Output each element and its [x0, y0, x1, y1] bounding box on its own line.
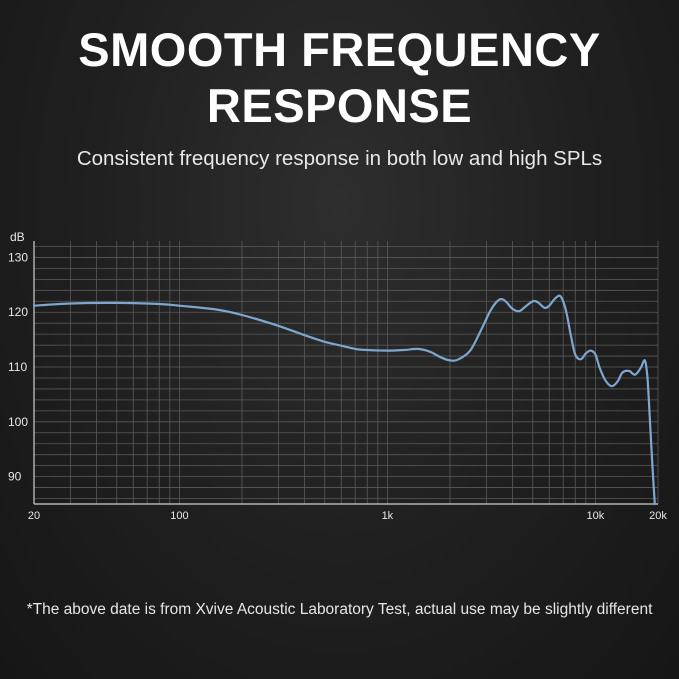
x-tick-label: 1k	[382, 510, 394, 522]
title-line-1: SMOOTH FREQUENCY	[78, 23, 601, 76]
chart-grid	[33, 241, 659, 504]
y-axis-label: dB	[10, 230, 25, 244]
y-tick-label: 90	[8, 470, 22, 484]
footnote: *The above date is from Xvive Acoustic L…	[26, 601, 653, 618]
y-tick-label: 110	[8, 360, 27, 374]
chart-axes	[33, 241, 658, 505]
y-tick-label: 100	[8, 415, 28, 429]
frequency-response-curve	[32, 294, 656, 506]
x-tick-label: 20	[28, 510, 40, 522]
title-line-2: RESPONSE	[206, 79, 473, 132]
x-tick-label: 100	[170, 510, 188, 522]
frequency-response-chart: 20 100 1k 10k 20k 90 100 110 120 130 dB	[8, 230, 667, 522]
y-tick-label: 130	[8, 250, 28, 264]
x-tick-label: 20k	[649, 510, 667, 522]
subtitle: Consistent frequency response in both lo…	[76, 147, 603, 170]
y-tick-label: 120	[8, 305, 28, 319]
chart-tick-labels: 20 100 1k 10k 20k 90 100 110 120 130	[8, 250, 667, 522]
x-tick-label: 10k	[587, 510, 605, 522]
